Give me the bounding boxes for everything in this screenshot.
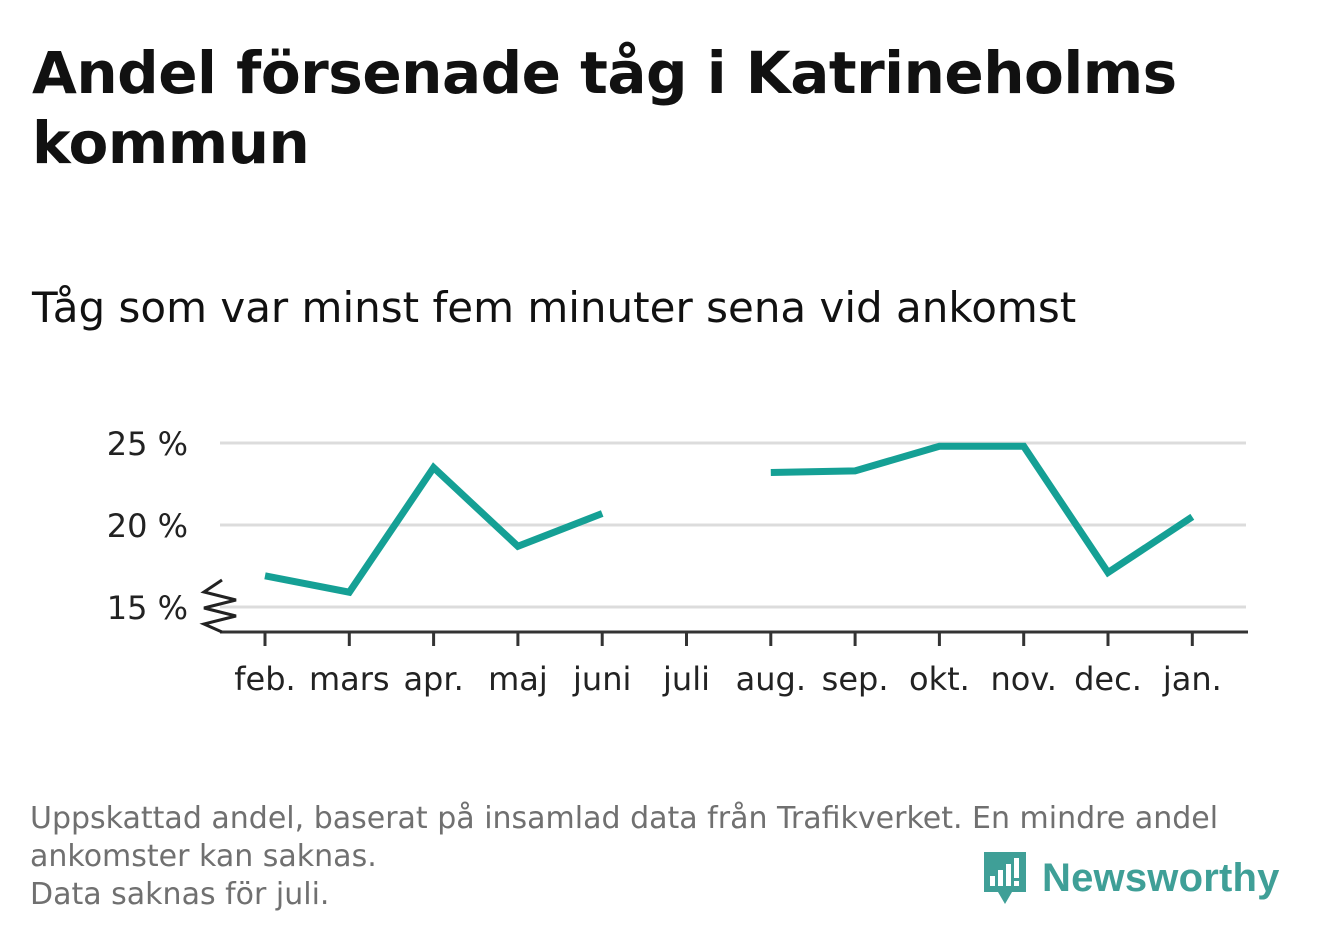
x-tick-label: dec. (1074, 660, 1142, 698)
x-tick-label: feb. (234, 660, 295, 698)
footnote-line-3: Data saknas för juli. (30, 877, 330, 912)
footnote-line-2: ankomster kan saknas. (30, 839, 377, 874)
y-tick-label: 20 % (107, 507, 188, 545)
series-lines (264, 442, 1195, 597)
x-tick-label: nov. (990, 660, 1056, 698)
newsworthy-logo-text: Newsworthy (1042, 855, 1280, 900)
footnote-line-1: Uppskattad andel, baserat på insamlad da… (30, 801, 1219, 836)
y-tick-label: 15 % (107, 589, 188, 627)
line-chart: 15 % 20 % 25 % feb. mars apr. maj juni juli aug.… (107, 425, 1248, 698)
x-tick-label: okt. (909, 660, 970, 698)
x-axis (199, 578, 1248, 634)
x-tick-label: aug. (736, 660, 806, 698)
x-tick-label: apr. (403, 660, 463, 698)
newsworthy-logo: Newsworthy (980, 846, 1280, 910)
axis-break-icon (199, 578, 237, 634)
y-tick-label: 25 % (107, 425, 188, 463)
x-tick-label: juni (572, 660, 631, 698)
x-tick-label: juli (662, 660, 710, 698)
chart-title: Andel försenade tåg i Katrineholms kommu… (32, 39, 1177, 177)
grid-lines (220, 441, 1246, 609)
x-axis-tick-labels: feb. mars apr. maj juni juli aug. sep. okt. nov. d… (234, 632, 1222, 698)
series-line-segment (264, 462, 604, 597)
newsworthy-logo-icon (984, 852, 1026, 904)
y-axis-tick-labels: 15 % 20 % 25 % (107, 425, 188, 627)
x-tick-label: mars (309, 660, 390, 698)
x-tick-label: sep. (822, 660, 889, 698)
x-tick-label: jan. (1162, 660, 1222, 698)
x-tick-label: maj (488, 660, 548, 698)
footnote: Uppskattad andel, baserat på insamlad da… (30, 800, 1290, 914)
chart-subtitle: Tåg som var minst fem minuter sena vid a… (32, 283, 1077, 332)
series-line-segment (770, 442, 1195, 578)
